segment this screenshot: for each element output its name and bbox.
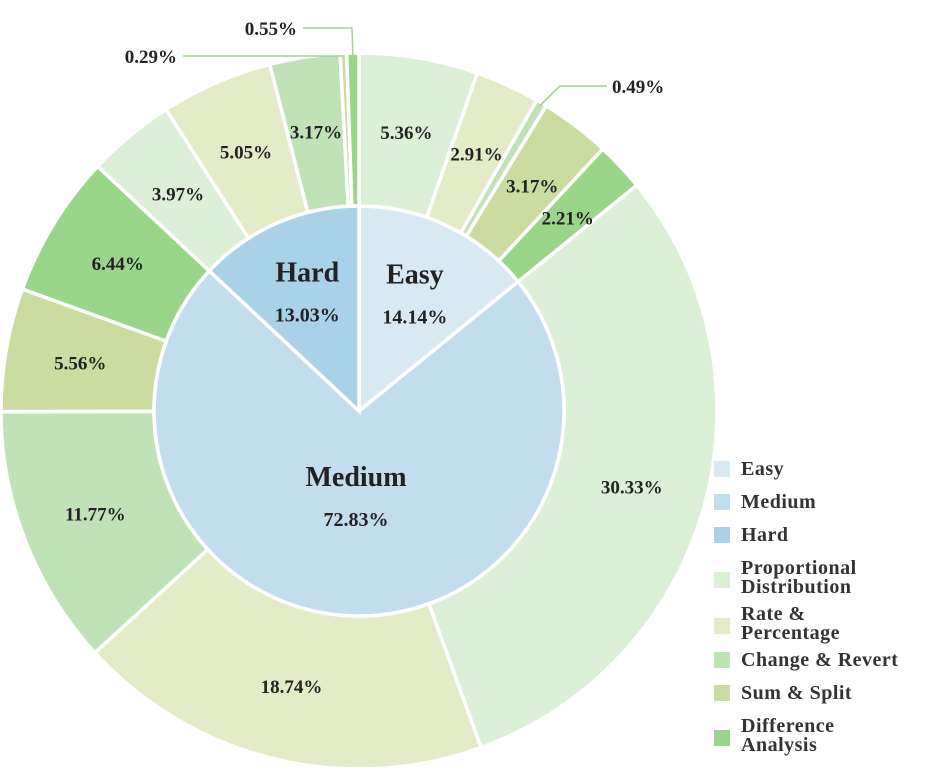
outer-label-easy-proportional-distribution: 5.36% — [380, 123, 432, 144]
legend-swatch-proportional-distribution — [714, 572, 730, 588]
legend-label-medium: Medium — [741, 491, 816, 513]
level-label-medium: Medium — [305, 462, 406, 493]
leader-line-easy-change-and-revert — [539, 85, 607, 107]
outer-label-medium-change-and-revert: 11.77% — [65, 505, 126, 526]
outer-label-easy-rate-and-percentage: 2.91% — [450, 145, 502, 166]
outer-label-hard-rate-and-percentage: 5.05% — [220, 143, 272, 164]
legend-swatch-difference-analysis — [714, 730, 730, 746]
leader-line-hard-difference-analysis — [303, 27, 354, 57]
level-pct-hard: 13.03% — [275, 305, 340, 327]
legend-label-rate-and-percentage-line2: Percentage — [741, 622, 840, 644]
outer-label-medium-proportional-distribution: 30.33% — [601, 478, 663, 499]
legend-swatch-hard — [714, 527, 730, 543]
inner-slice-medium — [152, 268, 566, 618]
slice-labels: Easy 14.14% Medium 72.83% Hard 13.03% 5.36% 2.9… — [54, 19, 664, 698]
outer-label-medium-difference-analysis: 6.44% — [92, 254, 144, 275]
outer-label-medium-rate-and-percentage: 18.74% — [261, 677, 323, 698]
level-label-hard: Hard — [275, 258, 339, 289]
inner-pie — [152, 204, 566, 618]
outer-label-hard-difference-analysis: 0.55% — [245, 19, 297, 40]
legend-label-change-and-revert: Change & Revert — [741, 649, 898, 671]
legend-swatch-rate-and-percentage — [714, 618, 730, 634]
inner-slice-hard — [206, 204, 361, 416]
legend-swatch-easy — [714, 461, 730, 477]
level-pct-easy: 14.14% — [382, 307, 447, 329]
legend-swatch-change-and-revert — [714, 652, 730, 668]
legend-label-hard: Hard — [741, 524, 789, 546]
legend-label-difference-analysis-line1: Difference — [741, 715, 834, 737]
level-pct-medium: 72.83% — [324, 509, 389, 531]
outer-label-hard-proportional-distribution: 3.97% — [152, 184, 204, 205]
legend-label-proportional-distribution-line2: Distribution — [741, 576, 851, 598]
outer-label-medium-sum-and-split: 5.56% — [54, 353, 106, 374]
legend-label-difference-analysis-line2: Analysis — [741, 734, 817, 756]
legend-swatch-medium — [714, 494, 730, 510]
outer-label-easy-sum-and-split: 3.17% — [506, 177, 558, 198]
outer-label-hard-change-and-revert: 3.17% — [290, 122, 342, 143]
leader-lines — [183, 27, 607, 107]
legend-label-easy: Easy — [741, 458, 784, 480]
outer-label-easy-change-and-revert: 0.49% — [612, 77, 664, 98]
level-label-easy: Easy — [386, 260, 444, 291]
legend-label-sum-and-split: Sum & Split — [741, 682, 852, 704]
legend-label-proportional-distribution-line1: Proportional — [741, 557, 857, 579]
inner-slice-easy — [357, 204, 521, 415]
outer-label-easy-difference-analysis: 2.21% — [542, 209, 594, 230]
legend-label-rate-and-percentage-line1: Rate & — [741, 603, 806, 625]
legend-swatch-sum-and-split — [714, 685, 730, 701]
outer-label-hard-sum-and-split: 0.29% — [125, 47, 177, 68]
